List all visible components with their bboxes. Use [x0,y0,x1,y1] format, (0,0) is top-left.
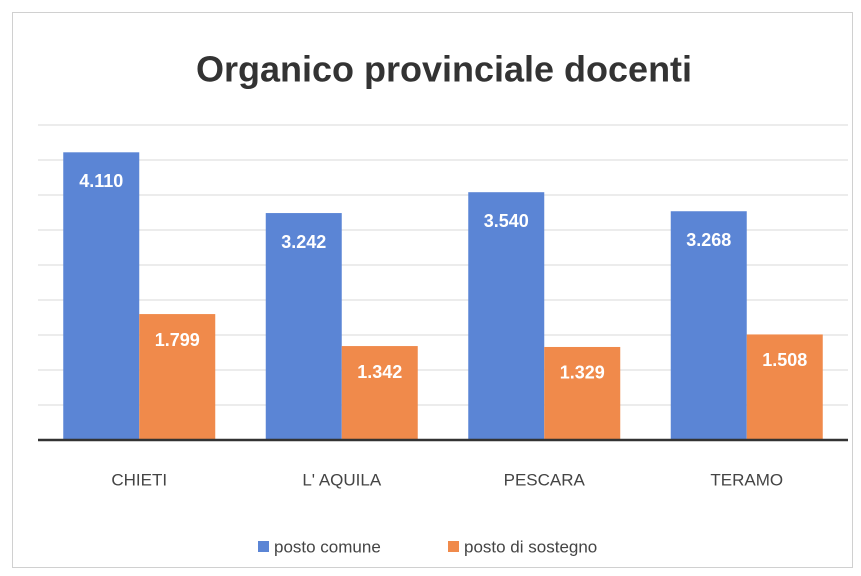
x-tick-label: CHIETI [111,470,167,489]
x-tick-label: TERAMO [710,470,783,489]
data-label: 1.508 [762,350,807,370]
x-tick-label: PESCARA [504,470,586,489]
data-label: 3.268 [686,230,731,250]
chart-title: Organico provinciale docenti [196,49,692,90]
bar [544,346,621,440]
legend-label: posto di sostegno [464,537,597,556]
legend-label: posto comune [274,537,381,556]
data-label: 1.799 [155,330,200,350]
bar [746,334,823,440]
data-label: 1.342 [357,362,402,382]
data-label: 4.110 [79,171,123,191]
legend-swatch [448,541,459,552]
x-tick-label: L' AQUILA [302,470,382,489]
data-label: 3.242 [281,232,326,252]
bar [468,192,545,440]
data-label: 1.329 [560,363,605,383]
bar [341,346,418,440]
bar [139,314,216,440]
legend-swatch [258,541,269,552]
data-label: 3.540 [484,211,529,231]
bar [265,213,342,440]
bar [63,152,140,441]
bar [670,211,747,440]
